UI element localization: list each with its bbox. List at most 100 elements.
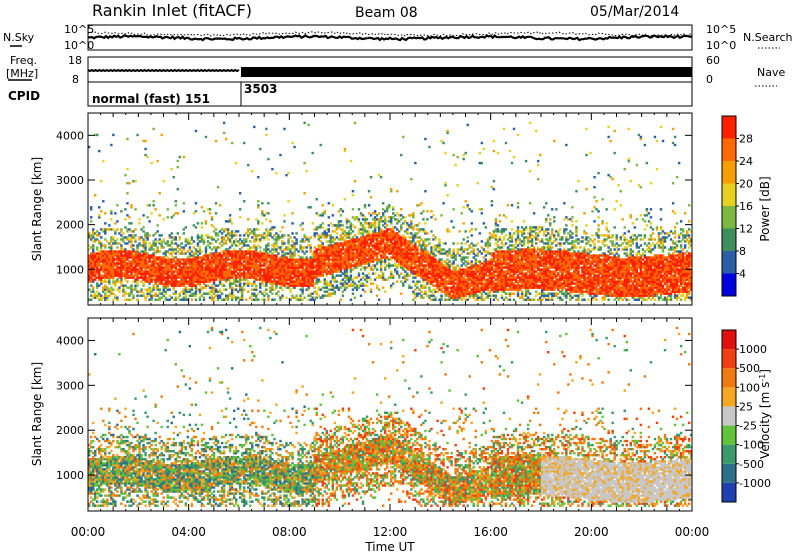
power-cell — [394, 246, 397, 249]
power-cell — [383, 210, 387, 213]
power-cell — [418, 228, 421, 231]
power-cell — [410, 236, 413, 239]
power-cell — [466, 123, 469, 127]
power-cell — [176, 244, 179, 247]
power-cell — [466, 248, 469, 251]
power-cell — [424, 252, 427, 255]
power-cell — [112, 238, 115, 241]
power-cell — [476, 264, 479, 267]
power-cell — [303, 296, 306, 299]
power-cell — [303, 264, 306, 267]
power-cell — [387, 216, 391, 219]
power-cell — [259, 262, 262, 265]
power-cell — [120, 274, 123, 277]
power-cell — [224, 268, 228, 271]
power-cell — [104, 296, 107, 299]
power-cell — [138, 294, 141, 297]
power-cell — [241, 296, 244, 299]
power-cell — [136, 264, 139, 267]
power-cell — [118, 280, 121, 283]
power-cell — [271, 282, 274, 285]
power-cell — [456, 282, 459, 285]
power-cell — [420, 202, 423, 205]
power-cell — [293, 286, 296, 289]
power-cell — [220, 278, 224, 281]
power-cell — [355, 266, 359, 269]
power-cell — [224, 242, 228, 245]
power-cell — [164, 260, 167, 263]
power-cell — [464, 274, 467, 277]
power-cell — [424, 284, 427, 287]
power-cell — [132, 256, 135, 259]
power-cell — [146, 266, 149, 269]
power-cell — [329, 240, 333, 243]
power-cell — [327, 254, 330, 257]
power-cell — [259, 286, 262, 289]
power-cell — [249, 228, 252, 231]
power-cell — [172, 248, 175, 251]
power-cell — [361, 240, 365, 243]
power-cell — [383, 218, 387, 221]
power-cell — [458, 288, 461, 291]
power-cell — [136, 276, 139, 279]
power-cell — [454, 288, 457, 291]
power-cell — [299, 270, 302, 273]
power-cell — [385, 206, 389, 209]
power-cell — [228, 214, 232, 217]
power-cell — [212, 288, 216, 291]
power-cell — [150, 161, 153, 165]
power-cell — [281, 226, 284, 229]
power-cell — [245, 250, 248, 253]
power-cell — [498, 262, 502, 265]
power-cell — [444, 284, 447, 287]
power-cell — [158, 238, 161, 241]
power-cell — [196, 260, 200, 263]
power-cell — [132, 260, 135, 263]
power-cell — [490, 204, 494, 207]
power-cell — [379, 258, 383, 261]
power-cell — [247, 250, 250, 253]
power-cell — [434, 274, 437, 277]
power-cell — [126, 238, 129, 241]
power-cell — [490, 266, 494, 269]
power-cell — [190, 258, 194, 261]
power-cell — [277, 278, 280, 281]
power-cell — [210, 224, 214, 227]
power-cell — [289, 278, 292, 281]
power-cell — [315, 252, 318, 255]
power-cell — [390, 228, 393, 231]
power-cell — [390, 238, 393, 241]
power-cell — [454, 292, 457, 295]
power-cell — [124, 262, 127, 265]
power-cell — [369, 250, 373, 253]
power-cell — [373, 266, 377, 269]
power-cell — [180, 262, 184, 265]
power-cell — [116, 242, 119, 245]
power-cell — [104, 222, 107, 225]
power-cell — [343, 256, 347, 259]
power-cell — [257, 272, 260, 275]
power-cell — [480, 288, 484, 291]
power-cell — [96, 254, 99, 257]
power-cell — [124, 292, 127, 295]
power-cell — [234, 252, 238, 255]
power-cell — [396, 220, 399, 223]
power-cell — [172, 286, 175, 289]
power-cell — [283, 256, 286, 259]
power-cell — [460, 272, 463, 275]
power-cell — [170, 264, 173, 267]
power-cell — [204, 276, 208, 279]
power-cell — [478, 266, 481, 269]
power-cell — [295, 274, 298, 277]
power-cell — [210, 276, 214, 279]
power-cell — [492, 270, 496, 273]
power-cell — [214, 262, 218, 265]
power-cell — [243, 242, 246, 245]
power-cell — [126, 286, 129, 289]
power-cell — [208, 266, 212, 269]
power-cell — [255, 260, 258, 263]
power-cell — [156, 246, 159, 249]
power-cell — [218, 242, 222, 245]
power-cell — [263, 214, 266, 217]
power-cell — [381, 202, 385, 205]
